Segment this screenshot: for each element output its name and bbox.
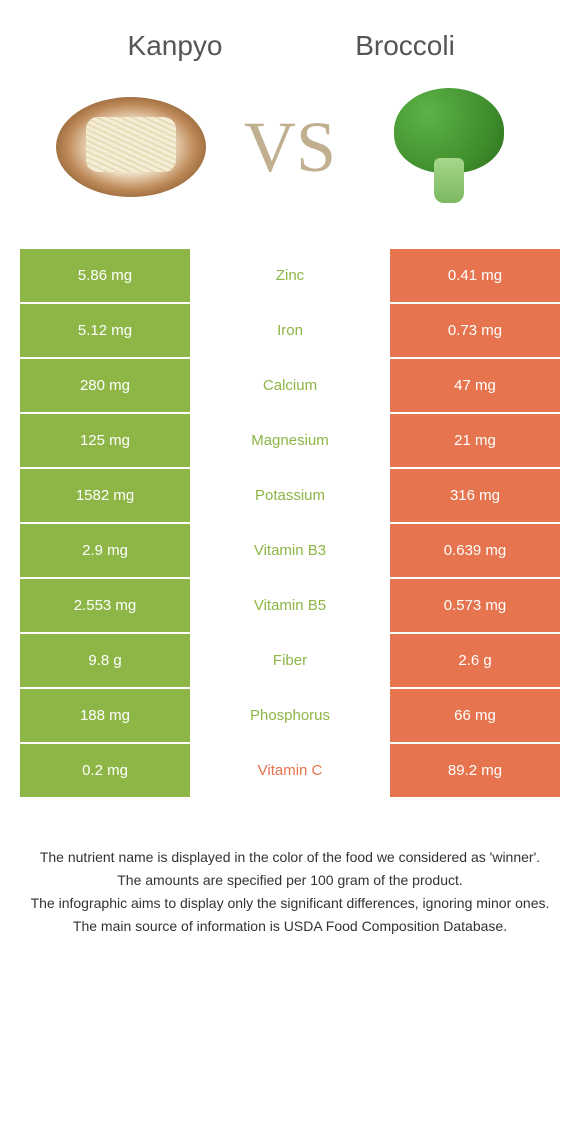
table-row: 5.86 mgZinc0.41 mg — [20, 247, 560, 302]
value-right: 0.573 mg — [390, 579, 560, 632]
table-row: 1582 mgPotassium316 mg — [20, 467, 560, 522]
nutrient-table: 5.86 mgZinc0.41 mg5.12 mgIron0.73 mg280 … — [20, 247, 560, 797]
value-right: 0.41 mg — [390, 249, 560, 302]
value-right: 21 mg — [390, 414, 560, 467]
footnote: The infographic aims to display only the… — [30, 893, 550, 914]
table-row: 188 mgPhosphorus66 mg — [20, 687, 560, 742]
value-left: 0.2 mg — [20, 744, 190, 797]
value-left: 2.9 mg — [20, 524, 190, 577]
value-right: 2.6 g — [390, 634, 560, 687]
value-right: 0.73 mg — [390, 304, 560, 357]
value-left: 5.86 mg — [20, 249, 190, 302]
nutrient-name: Magnesium — [190, 414, 390, 467]
nutrient-name: Potassium — [190, 469, 390, 522]
value-left: 9.8 g — [20, 634, 190, 687]
nutrient-name: Vitamin B5 — [190, 579, 390, 632]
value-right: 89.2 mg — [390, 744, 560, 797]
nutrient-name: Vitamin B3 — [190, 524, 390, 577]
value-left: 188 mg — [20, 689, 190, 742]
header-row: Kanpyo Broccoli — [0, 0, 580, 77]
table-row: 280 mgCalcium47 mg — [20, 357, 560, 412]
value-left: 2.553 mg — [20, 579, 190, 632]
images-row: VS — [0, 77, 580, 237]
value-right: 0.639 mg — [390, 524, 560, 577]
broccoli-icon — [396, 90, 501, 205]
value-left: 125 mg — [20, 414, 190, 467]
nutrient-name: Fiber — [190, 634, 390, 687]
nutrient-name: Calcium — [190, 359, 390, 412]
table-row: 2.553 mgVitamin B50.573 mg — [20, 577, 560, 632]
food-image-right — [371, 87, 526, 207]
footnote: The nutrient name is displayed in the co… — [30, 847, 550, 868]
nutrient-name: Vitamin C — [190, 744, 390, 797]
table-row: 5.12 mgIron0.73 mg — [20, 302, 560, 357]
footer-notes: The nutrient name is displayed in the co… — [30, 847, 550, 937]
nutrient-name: Iron — [190, 304, 390, 357]
table-row: 0.2 mgVitamin C89.2 mg — [20, 742, 560, 797]
value-left: 5.12 mg — [20, 304, 190, 357]
table-row: 9.8 gFiber2.6 g — [20, 632, 560, 687]
value-right: 47 mg — [390, 359, 560, 412]
value-left: 280 mg — [20, 359, 190, 412]
value-right: 316 mg — [390, 469, 560, 522]
nutrient-name: Zinc — [190, 249, 390, 302]
vs-label: VS — [244, 111, 336, 183]
table-row: 125 mgMagnesium21 mg — [20, 412, 560, 467]
value-left: 1582 mg — [20, 469, 190, 522]
food-name-left: Kanpyo — [60, 30, 290, 62]
kanpyo-icon — [56, 97, 206, 197]
footnote: The main source of information is USDA F… — [30, 916, 550, 937]
footnote: The amounts are specified per 100 gram o… — [30, 870, 550, 891]
table-row: 2.9 mgVitamin B30.639 mg — [20, 522, 560, 577]
nutrient-name: Phosphorus — [190, 689, 390, 742]
value-right: 66 mg — [390, 689, 560, 742]
food-image-left — [54, 87, 209, 207]
food-name-right: Broccoli — [290, 30, 520, 62]
